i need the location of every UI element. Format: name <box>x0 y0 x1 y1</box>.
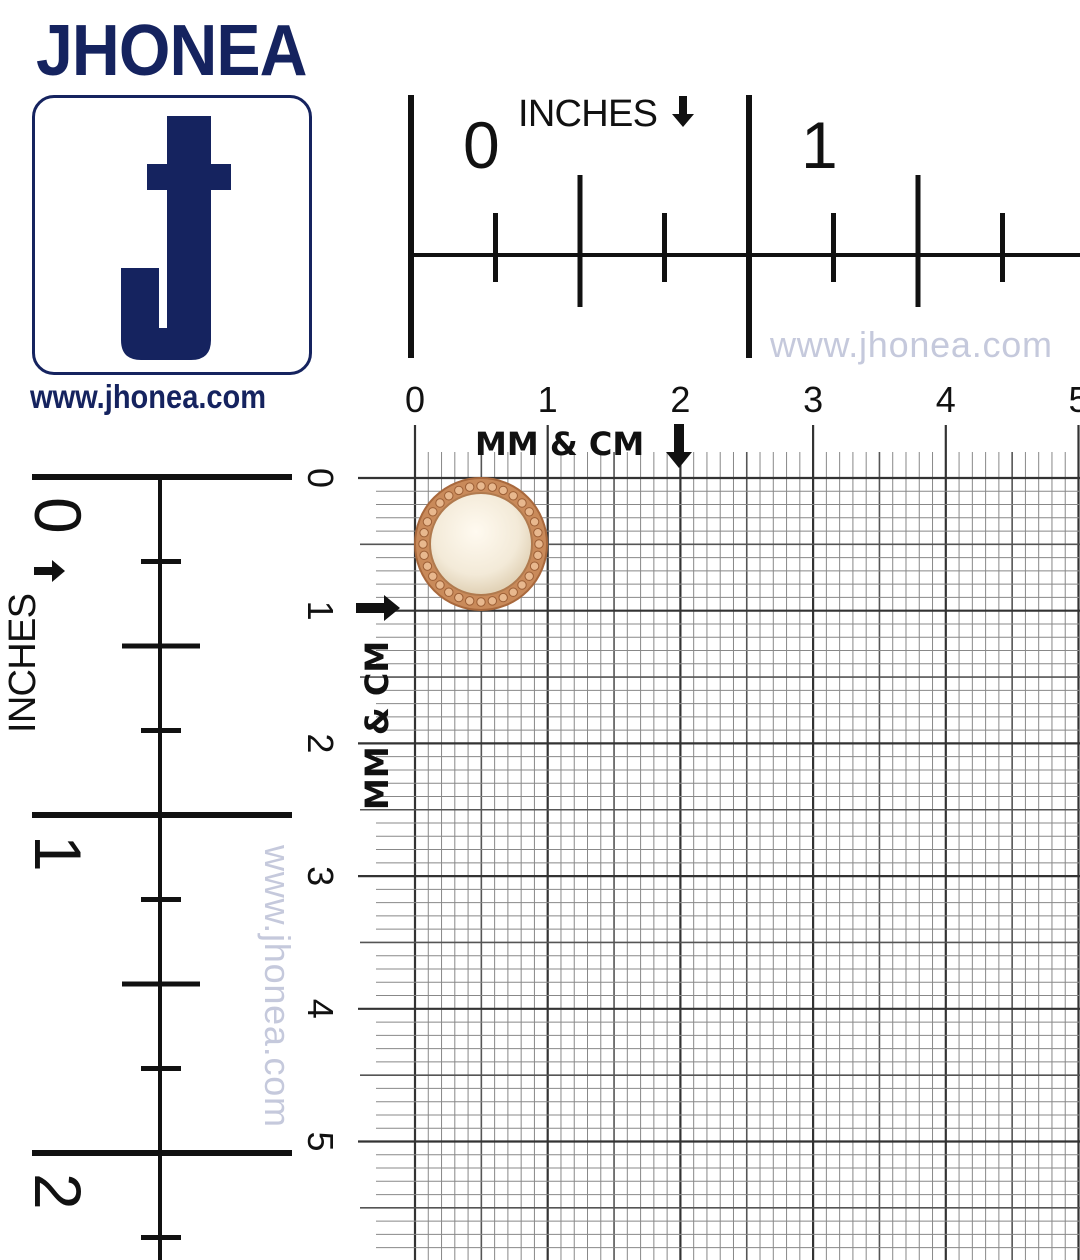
down-arrow-icon <box>666 424 692 468</box>
metric-label-left: MM & CM <box>358 641 396 810</box>
rim-bead <box>419 527 429 538</box>
right-arrow-icon <box>34 560 65 582</box>
rim-bead <box>422 561 433 571</box>
rim-bead <box>508 491 518 501</box>
rim-bead <box>529 517 540 527</box>
inch-number-left: 0 <box>21 497 95 534</box>
cm-number-left: 2 <box>300 733 341 753</box>
rim-bead <box>419 550 429 561</box>
rim-bead <box>464 596 475 606</box>
down-arrow-icon <box>672 96 694 127</box>
cm-number-left: 0 <box>300 468 341 488</box>
cm-number-top: 1 <box>538 379 558 420</box>
right-arrow-icon <box>356 595 400 621</box>
brand-name: JHONEA <box>36 11 307 91</box>
rim-bead <box>418 539 428 549</box>
inch-number-left: 2 <box>21 1173 95 1210</box>
pearl-button <box>429 492 533 596</box>
logo-j-icon <box>121 116 231 360</box>
rim-bead <box>454 592 464 603</box>
rim-bead <box>444 587 454 597</box>
cm-number-left: 4 <box>300 999 341 1019</box>
rim-bead <box>508 587 518 597</box>
cm-number-top: 3 <box>803 379 823 420</box>
inch-label-top: INCHES <box>518 93 658 135</box>
inch-number-top: 0 <box>463 108 500 182</box>
rim-bead <box>422 517 433 527</box>
cm-number-left: 1 <box>300 601 341 621</box>
brand-logo <box>32 95 312 375</box>
rim-bead <box>476 481 486 491</box>
rim-bead <box>533 527 543 538</box>
rim-bead <box>487 596 498 606</box>
rim-bead <box>517 580 527 590</box>
rim-bead <box>428 507 438 517</box>
rim-bead <box>435 580 445 590</box>
rim-bead <box>498 592 508 603</box>
rim-bead <box>487 482 498 492</box>
rim-bead <box>529 561 540 571</box>
inch-label-left: INCHES <box>2 593 44 733</box>
cm-number-left: 5 <box>300 1131 341 1151</box>
website-link[interactable]: www.jhonea.com <box>30 378 267 415</box>
cm-number-top: 2 <box>670 379 690 420</box>
cm-number-top: 4 <box>936 379 956 420</box>
rim-bead <box>435 498 445 508</box>
cm-number-top: 0 <box>405 379 425 420</box>
inch-number-top: 1 <box>801 108 838 182</box>
watermark-left: www.jhonea.com <box>257 844 298 1127</box>
inch-number-left: 1 <box>21 835 95 872</box>
cm-number-left: 3 <box>300 866 341 886</box>
rim-bead <box>428 571 438 581</box>
watermark-top: www.jhonea.com <box>769 324 1052 365</box>
rim-bead <box>444 491 454 501</box>
rim-bead <box>476 597 486 607</box>
rim-bead <box>533 550 543 561</box>
rim-bead <box>454 485 464 496</box>
rim-bead <box>534 539 544 549</box>
rim-bead <box>498 485 508 496</box>
cm-number-top: 5 <box>1068 379 1080 420</box>
rim-bead <box>524 507 534 517</box>
rim-bead <box>464 482 475 492</box>
metric-label-top: MM & CM <box>475 425 644 463</box>
rim-bead <box>524 571 534 581</box>
rim-bead <box>517 498 527 508</box>
